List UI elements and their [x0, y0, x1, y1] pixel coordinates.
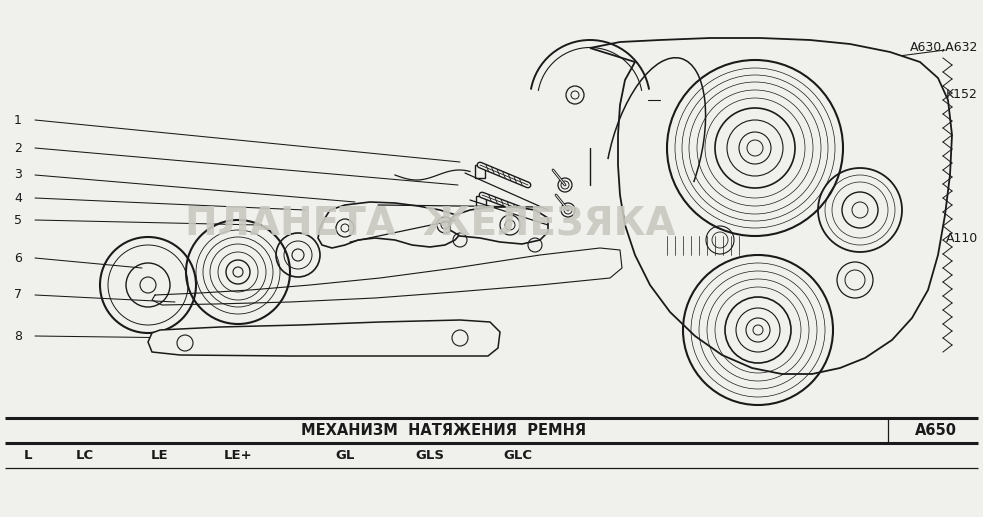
Circle shape	[441, 221, 449, 229]
Text: 6: 6	[14, 251, 22, 265]
Text: LE: LE	[151, 449, 169, 462]
Bar	[476, 196, 486, 210]
Text: 3: 3	[14, 169, 22, 181]
Polygon shape	[590, 38, 952, 374]
Text: A110: A110	[946, 232, 978, 245]
Circle shape	[747, 140, 763, 156]
Text: K152: K152	[946, 88, 978, 101]
Circle shape	[341, 224, 349, 232]
Circle shape	[505, 220, 515, 230]
Circle shape	[571, 91, 579, 99]
Text: A650: A650	[914, 423, 956, 438]
Text: 8: 8	[14, 329, 22, 342]
Text: L: L	[24, 449, 32, 462]
Text: LC: LC	[76, 449, 94, 462]
Text: 7: 7	[14, 288, 22, 301]
Text: МЕХАНИЗМ  НАТЯЖЕНИЯ  РЕМНЯ: МЕХАНИЗМ НАТЯЖЕНИЯ РЕМНЯ	[302, 423, 587, 438]
Text: 2: 2	[14, 142, 22, 155]
Text: A630,A632: A630,A632	[909, 41, 978, 54]
Circle shape	[561, 181, 569, 189]
Circle shape	[561, 203, 575, 217]
Circle shape	[558, 178, 572, 192]
Text: GLC: GLC	[503, 449, 533, 462]
Bar	[475, 165, 485, 178]
Text: LE+: LE+	[224, 449, 253, 462]
Text: 4: 4	[14, 191, 22, 205]
Circle shape	[564, 206, 572, 214]
Text: ПЛАНЕТА  ЖЕЛЕЗЯКА: ПЛАНЕТА ЖЕЛЕЗЯКА	[185, 206, 675, 244]
Text: GL: GL	[335, 449, 355, 462]
Polygon shape	[318, 202, 462, 248]
Circle shape	[753, 325, 763, 335]
Text: 5: 5	[14, 214, 22, 226]
Text: 1: 1	[14, 114, 22, 127]
Text: GLS: GLS	[416, 449, 444, 462]
Polygon shape	[450, 207, 548, 244]
Polygon shape	[148, 320, 500, 356]
